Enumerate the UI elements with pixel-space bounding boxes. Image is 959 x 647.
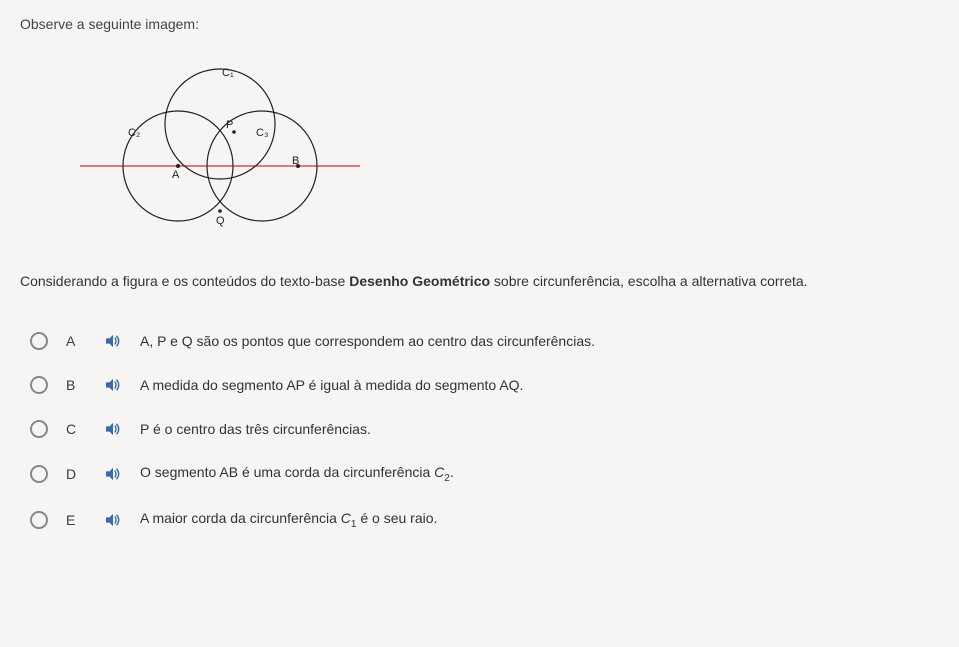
svg-text:B: B <box>292 155 299 167</box>
option-text: A medida do segmento AP é igual à medida… <box>140 377 523 393</box>
figure-container: C₁ C₂ C₃ P Q A B <box>50 44 939 247</box>
option-row: D O segmento AB é uma corda da circunferê… <box>30 464 939 484</box>
prompt-suffix: sobre circunferência, escolha a alternat… <box>490 273 808 289</box>
option-row: C P é o centro das três circunferências. <box>30 420 939 438</box>
option-row: E A maior corda da circunferência C1 é o … <box>30 510 939 530</box>
radio-button[interactable] <box>30 511 48 529</box>
sound-icon[interactable] <box>104 422 122 436</box>
option-letter: A <box>66 333 86 349</box>
options-list: A A, P e Q são os pontos que correspondem… <box>30 332 939 530</box>
option-text: A, P e Q são os pontos que correspondem … <box>140 333 595 349</box>
svg-text:C₁: C₁ <box>222 67 234 79</box>
option-letter: D <box>66 466 86 482</box>
prompt-prefix: Considerando a figura e os conteúdos do … <box>20 273 349 289</box>
option-row: A A, P e Q são os pontos que correspondem… <box>30 332 939 350</box>
option-letter: E <box>66 512 86 528</box>
geometry-figure: C₁ C₂ C₃ P Q A B <box>50 44 380 244</box>
option-letter: B <box>66 377 86 393</box>
svg-text:A: A <box>172 169 180 181</box>
sound-icon[interactable] <box>104 513 122 527</box>
svg-text:P: P <box>226 119 233 131</box>
radio-button[interactable] <box>30 332 48 350</box>
svg-text:C₃: C₃ <box>256 127 268 139</box>
question-prompt: Considerando a figura e os conteúdos do … <box>20 271 939 292</box>
option-text: O segmento AB é uma corda da circunferên… <box>140 464 454 484</box>
option-text: A maior corda da circunferência C1 é o s… <box>140 510 437 530</box>
radio-button[interactable] <box>30 465 48 483</box>
radio-button[interactable] <box>30 420 48 438</box>
option-text: P é o centro das três circunferências. <box>140 421 371 437</box>
sound-icon[interactable] <box>104 378 122 392</box>
svg-text:Q: Q <box>216 215 225 227</box>
sound-icon[interactable] <box>104 334 122 348</box>
option-letter: C <box>66 421 86 437</box>
prompt-bold: Desenho Geométrico <box>349 273 490 289</box>
svg-text:C₂: C₂ <box>128 127 140 139</box>
sound-icon[interactable] <box>104 467 122 481</box>
radio-button[interactable] <box>30 376 48 394</box>
header-text: Observe a seguinte imagem: <box>20 16 939 32</box>
option-row: B A medida do segmento AP é igual à medid… <box>30 376 939 394</box>
